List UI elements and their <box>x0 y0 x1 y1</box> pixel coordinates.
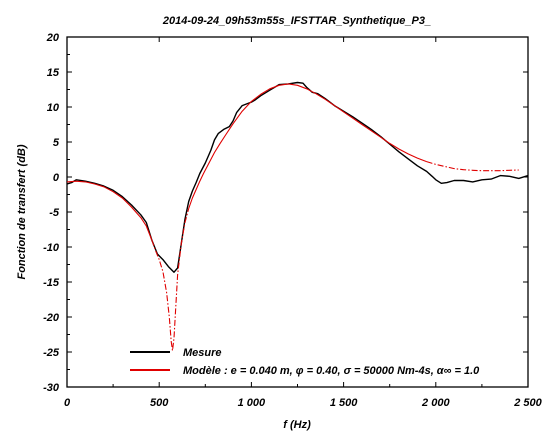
y-tick-label: -15 <box>43 277 60 289</box>
x-axis-label: f (Hz) <box>283 419 311 431</box>
series-line-modele-solid-2 <box>188 83 427 209</box>
x-tick-label: 1 000 <box>238 397 266 409</box>
x-tick-label: 500 <box>150 397 169 409</box>
series-line-modele-dashed-1 <box>151 208 190 352</box>
y-tick-label: 0 <box>53 172 60 184</box>
legend-label-1: Modèle : e = 0.040 m, φ = 0.40, σ = 5000… <box>183 365 480 377</box>
y-tick-label: 5 <box>53 137 60 149</box>
series-line-mesure <box>66 81 529 273</box>
y-tick-label: -5 <box>49 207 60 219</box>
y-axis-label: Fonction de transfert (dB) <box>16 144 28 279</box>
y-tick-label: 20 <box>46 32 60 44</box>
y-tick-labels: 20 15 10 5 0 -5 -10 -15 -20 -25 -30 <box>43 32 60 394</box>
legend: Mesure Modèle : e = 0.040 m, φ = 0.40, σ … <box>130 347 480 377</box>
y-tick-label: 10 <box>47 102 60 114</box>
x-tick-label: 2 500 <box>513 397 542 409</box>
x-tick-labels: 0 500 1 000 1 500 2 000 2 500 <box>64 397 543 409</box>
x-tick-label: 0 <box>64 397 71 409</box>
plot-frame <box>66 36 529 388</box>
series-line-modele-dashed-3 <box>426 161 519 172</box>
y-tick-label: -25 <box>43 347 60 359</box>
x-tick-label: 2 000 <box>421 397 450 409</box>
y-tick-label: -20 <box>43 312 60 324</box>
y-tick-label: -10 <box>43 242 60 254</box>
chart-title: 2014-09-24_09h53m55s_IFSTTAR_Synthetique… <box>162 15 431 27</box>
x-tick-label: 1 500 <box>330 397 358 409</box>
y-tick-label: -30 <box>43 382 60 394</box>
series-line-modele-solid-0 <box>66 180 153 241</box>
y-tick-label: 15 <box>47 67 60 79</box>
legend-label-0: Mesure <box>183 347 222 359</box>
series-layer <box>66 81 529 352</box>
